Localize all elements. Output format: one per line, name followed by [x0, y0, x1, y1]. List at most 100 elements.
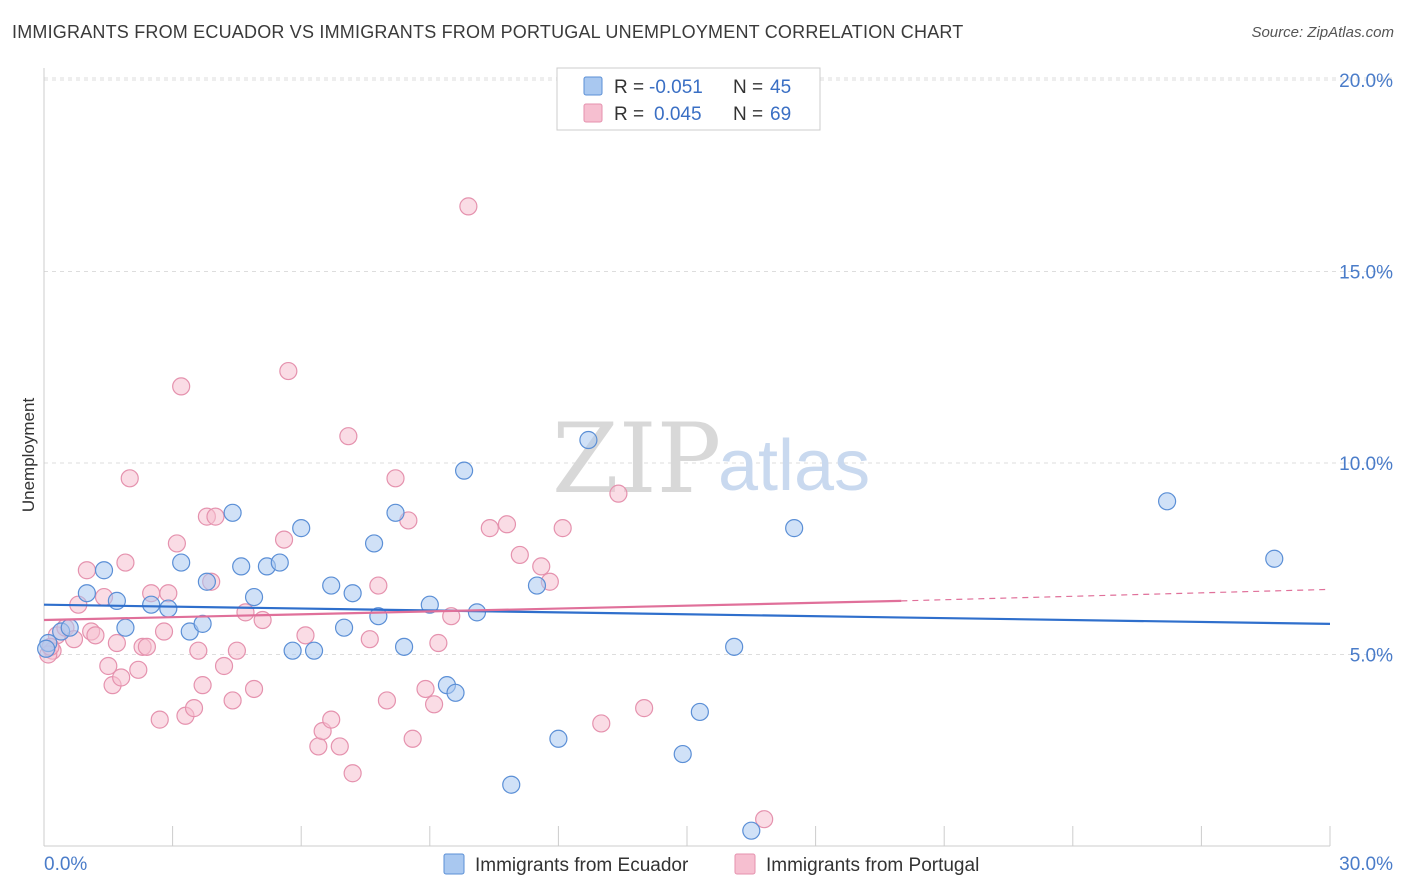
- portugal-point: [112, 668, 131, 687]
- portugal-point: [553, 519, 572, 538]
- portugal-point: [480, 519, 499, 538]
- ecuador-point: [77, 584, 96, 603]
- y-tick-label: 10.0%: [1339, 454, 1393, 475]
- portugal-point: [424, 695, 444, 714]
- portugal-point: [193, 676, 212, 695]
- portugal-point: [116, 553, 135, 572]
- portugal-point: [120, 469, 139, 488]
- ecuador-point: [172, 553, 191, 572]
- bottom-legend-swatch-ecuador: [443, 853, 465, 875]
- legend-n-label-portugal: N =: [733, 104, 763, 125]
- axis-layer: 5.0% 10.0% 15.0% 20.0%: [43, 68, 1393, 847]
- chart-source: Source: ZipAtlas.com: [1251, 24, 1394, 41]
- ecuador-point: [116, 618, 135, 637]
- legend-swatch-portugal: [583, 103, 603, 123]
- ecuador-point: [785, 519, 804, 538]
- portugal-point: [214, 656, 234, 676]
- portugal-point: [755, 810, 774, 829]
- ecuador-point: [1158, 492, 1177, 511]
- ecuador-point: [446, 683, 465, 702]
- portugal-point: [330, 737, 349, 756]
- portugal-point: [429, 633, 448, 653]
- portugal-point: [369, 576, 388, 595]
- ecuador-point: [270, 553, 289, 572]
- watermark: ZIP atlas: [552, 403, 870, 515]
- ecuador-point: [322, 576, 341, 595]
- ecuador-point: [725, 637, 744, 656]
- portugal-point: [510, 545, 529, 565]
- legend-n-value-ecuador: 45: [770, 77, 791, 98]
- portugal-point: [154, 622, 174, 641]
- portugal-point: [99, 656, 118, 676]
- watermark-zip: ZIP: [552, 403, 721, 515]
- portugal-point: [167, 534, 186, 553]
- ecuador-point: [579, 430, 598, 450]
- portugal-point: [206, 507, 225, 526]
- chart-title: IMMIGRANTS FROM ECUADOR VS IMMIGRANTS FR…: [12, 22, 964, 42]
- ecuador-point: [502, 775, 521, 794]
- portugal-point: [77, 561, 96, 580]
- portugal-point: [236, 603, 255, 622]
- portugal-point: [189, 641, 208, 660]
- x-tick-right: 30.0%: [1339, 854, 1393, 875]
- ecuador-point: [549, 729, 568, 748]
- legend-r-value-ecuador: -0.051: [649, 77, 703, 98]
- ecuador-point: [232, 557, 251, 576]
- ecuador-point: [364, 534, 384, 553]
- legend-n-label-ecuador: N =: [733, 77, 763, 98]
- ecuador-point: [37, 639, 56, 658]
- ecuador-point: [690, 702, 709, 722]
- ecuador-point: [343, 584, 362, 603]
- ecuador-point: [673, 744, 692, 764]
- portugal-trend-extension: [901, 588, 1331, 602]
- ecuador-point: [454, 461, 474, 480]
- portugal-point: [137, 637, 156, 656]
- ecuador-point: [159, 599, 178, 618]
- legend-r-value-portugal: 0.045: [654, 104, 702, 125]
- ecuador-point: [334, 618, 354, 637]
- trend-layer: [43, 588, 1331, 625]
- portugal-point: [497, 515, 517, 534]
- ecuador-point: [283, 641, 302, 660]
- ecuador-point: [742, 821, 761, 840]
- ecuador-point: [386, 503, 405, 522]
- legend-swatch-ecuador: [583, 76, 603, 96]
- portugal-point: [274, 530, 294, 549]
- portugal-point: [403, 729, 422, 748]
- bottom-legend: Immigrants from Ecuador Immigrants from …: [443, 853, 979, 876]
- y-tick-label: 5.0%: [1350, 646, 1393, 667]
- ecuador-point: [94, 561, 114, 580]
- bottom-legend-swatch-portugal: [734, 853, 756, 875]
- portugal-point: [339, 427, 358, 446]
- ecuador-point: [420, 595, 439, 614]
- portugal-point: [635, 699, 654, 718]
- watermark-atlas: atlas: [718, 426, 870, 506]
- ecuador-point: [467, 603, 487, 622]
- portugal-point: [150, 710, 169, 729]
- portugal-point: [244, 679, 264, 699]
- bottom-legend-label-portugal: Immigrants from Portugal: [766, 855, 979, 876]
- portugal-point: [532, 557, 551, 576]
- ecuador-point: [142, 595, 161, 614]
- portugal-trend-line: [43, 599, 902, 622]
- portugal-point: [107, 633, 126, 653]
- portugal-point: [609, 484, 628, 503]
- legend-box: R = -0.051 N = 45 R = 0.045 N = 69: [556, 67, 821, 131]
- portugal-point: [86, 626, 105, 645]
- legend-r-label-ecuador: R =: [614, 77, 644, 98]
- portugal-point: [184, 699, 204, 718]
- ecuador-point: [1265, 549, 1284, 568]
- portugal-point: [386, 469, 405, 488]
- portugal-point: [172, 377, 191, 396]
- portugal-point: [592, 714, 611, 733]
- portugal-point: [309, 737, 328, 756]
- ecuador-point: [60, 618, 79, 637]
- portugal-point: [279, 361, 298, 381]
- portugal-point: [459, 197, 478, 216]
- ecuador-point: [394, 637, 414, 656]
- ecuador-point: [527, 576, 547, 595]
- portugal-point: [322, 710, 341, 729]
- ecuador-point: [304, 641, 324, 660]
- x-tick-left: 0.0%: [44, 854, 87, 875]
